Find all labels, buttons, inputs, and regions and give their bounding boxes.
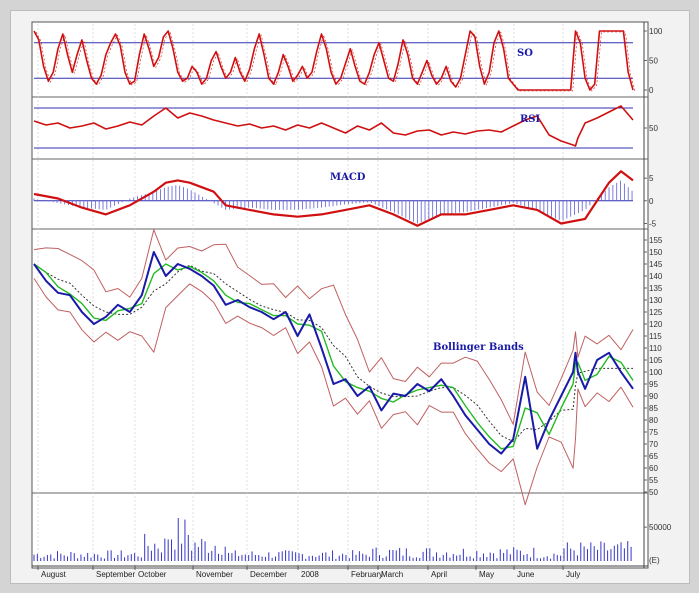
short-ma-line [33, 263, 634, 450]
y-tick-label: 60 [649, 464, 658, 473]
y-tick-label: -5 [649, 219, 657, 228]
x-tick-label: February [351, 570, 383, 579]
price-line [33, 251, 634, 455]
y-tick-label: 50000 [649, 523, 672, 532]
x-tick-label: November [196, 570, 233, 579]
y-tick-label: 115 [649, 332, 662, 341]
so-line [33, 30, 634, 91]
y-tick-label: 105 [649, 356, 663, 365]
y-tick-label: 80 [649, 416, 658, 425]
y-tick-label: 120 [649, 320, 663, 329]
y-tick-label: 155 [649, 236, 663, 245]
x-tick-label: October [138, 570, 167, 579]
y-tick-label: 50 [649, 57, 658, 66]
y-tick-label: 140 [649, 272, 663, 281]
y-tick-label: 150 [649, 248, 663, 257]
x-tick-label: August [41, 570, 67, 579]
y-tick-label: 100 [649, 27, 663, 36]
so-signal-line [35, 31, 636, 92]
x-tick-label: May [479, 570, 494, 579]
y-tick-label: 90 [649, 392, 658, 401]
x-tick-label: September [96, 570, 135, 579]
volume-unit-label: (E) [649, 556, 660, 565]
y-tick-label: 110 [649, 344, 662, 353]
x-tick-label: December [250, 570, 287, 579]
y-tick-label: 135 [649, 284, 663, 293]
lower-band-line [33, 278, 634, 506]
macd-line [33, 170, 634, 227]
y-tick-label: 5 [649, 174, 654, 183]
y-tick-label: 50 [649, 124, 658, 133]
macd-title: MACD [330, 172, 366, 183]
y-tick-label: 55 [649, 476, 658, 485]
x-tick-label: April [431, 570, 447, 579]
y-tick-label: 50 [649, 488, 658, 497]
x-tick-label: March [381, 570, 403, 579]
y-tick-label: 145 [649, 260, 663, 269]
y-tick-label: 0 [649, 197, 654, 206]
y-tick-label: 130 [649, 296, 663, 305]
y-tick-label: 75 [649, 428, 658, 437]
x-tick-label: July [566, 570, 580, 579]
y-tick-label: 95 [649, 380, 658, 389]
y-tick-label: 0 [649, 86, 654, 95]
rsi-title: RSI [520, 114, 541, 125]
y-tick-label: 65 [649, 452, 658, 461]
middle-band-line [33, 263, 633, 443]
y-tick-label: 125 [649, 308, 663, 317]
plot-background [31, 21, 649, 569]
upper-band-line [33, 229, 634, 425]
y-tick-label: 70 [649, 440, 658, 449]
y-tick-label: 85 [649, 404, 658, 413]
bollinger-title: Bollinger Bands [433, 342, 524, 353]
rsi-line [33, 105, 634, 147]
x-tick-label: 2008 [301, 570, 319, 579]
so-title: SO [517, 48, 533, 59]
y-tick-label: 100 [649, 368, 663, 377]
x-tick-label: June [517, 570, 535, 579]
